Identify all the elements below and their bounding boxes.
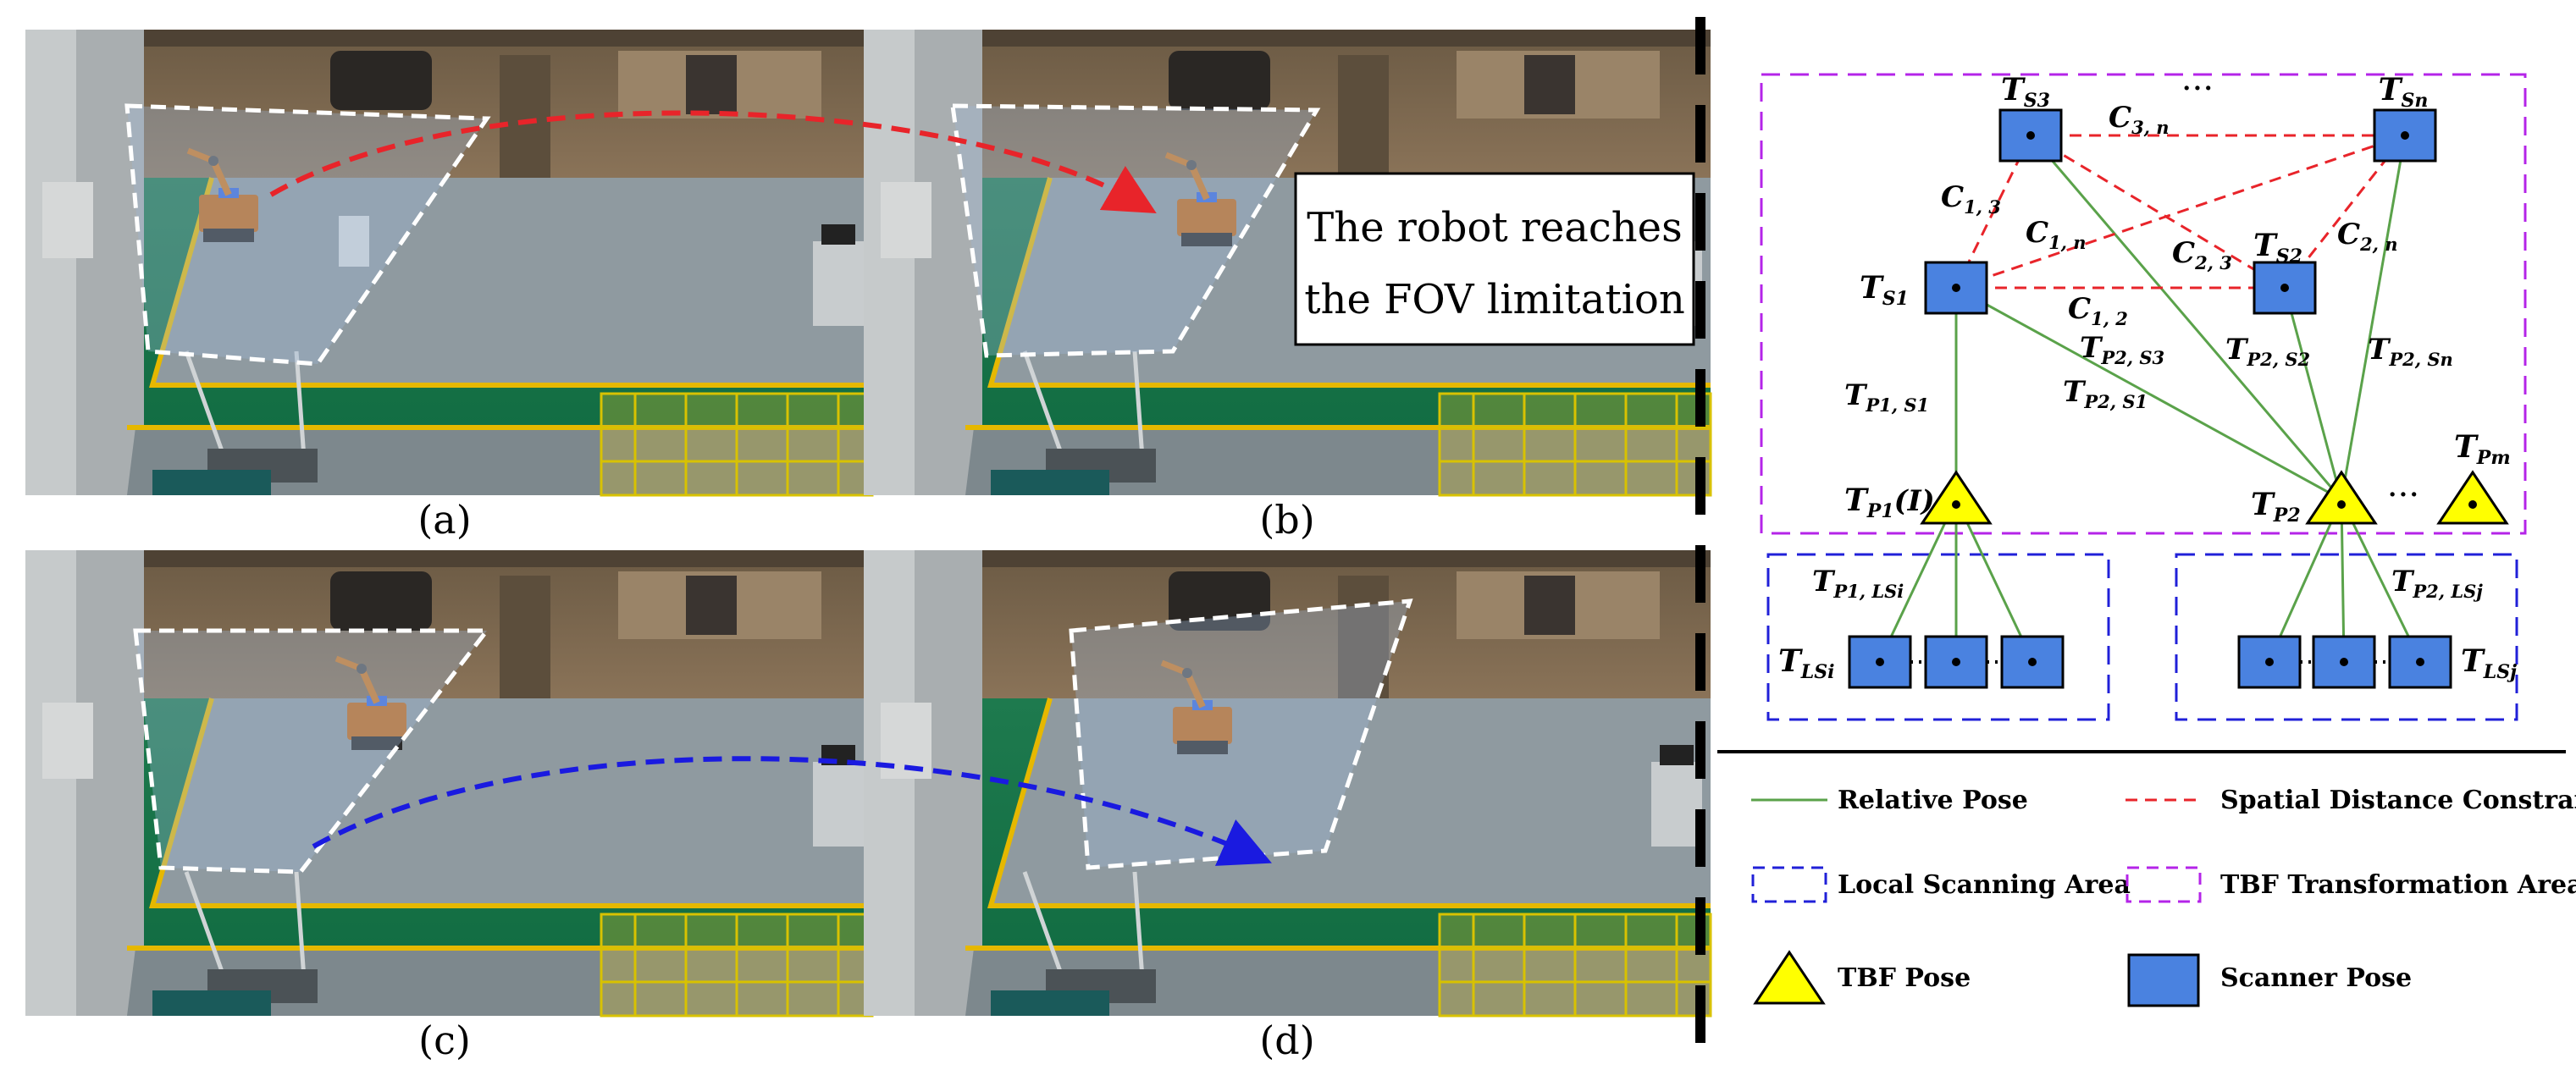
- fov-region-d: [1069, 598, 1413, 870]
- label-c-23: C2, 3: [2172, 236, 2232, 273]
- local-scanning-area-j: [2175, 553, 2518, 721]
- edge-p2-s2: [2283, 287, 2343, 500]
- fov-region-a: [124, 103, 491, 367]
- edge-p1-ls1: [1878, 499, 1958, 661]
- photo-panel-d: [864, 550, 1711, 1016]
- label-t-s3: TS3: [2001, 72, 2050, 112]
- edge-p2-ls1: [2268, 499, 2343, 661]
- edge-p2-ls2: [2340, 499, 2346, 661]
- edge-p2-ls3: [2340, 499, 2422, 661]
- tbf-pose-pm: [2436, 470, 2509, 525]
- tbf-transformation-area: [1760, 73, 2527, 535]
- relative-pose-edges: [1878, 135, 2422, 661]
- label-c-13: C1, 3: [1941, 180, 2001, 218]
- edge-p2-s1: [1955, 286, 2342, 501]
- local-scanner-pose-i2: [1924, 635, 1988, 689]
- label-c-1n: C1, n: [2026, 216, 2087, 253]
- photo-panel-a: [25, 30, 872, 495]
- label-t-pm: TPm: [2454, 429, 2511, 469]
- legend-relative-pose-label: Relative Pose: [1838, 786, 2028, 815]
- label-t-p1s1: TP1, S1: [1844, 378, 1929, 416]
- caption-c: (c): [418, 1018, 471, 1063]
- tbf-pose-p1: [1920, 470, 1993, 525]
- label-t-p2: TP2: [2251, 487, 2301, 527]
- label-t-p2s2: TP2, S2: [2225, 333, 2310, 370]
- pose-graph: ··· ··· TS3 TSn TS1 TS2 TP1(I) TP2 TPm T…: [1760, 69, 2527, 721]
- legend-tbf-area-label: TBF Transformation Area: [2220, 870, 2576, 900]
- tbf-pose-p2: [2305, 470, 2378, 525]
- ellipsis-tbf: ···: [2387, 476, 2419, 515]
- constraint-1-n: [1955, 134, 2406, 290]
- edge-p2-sn: [2340, 135, 2407, 500]
- legend-tbf-pose-label: TBF Pose: [1838, 963, 1971, 993]
- legend-tbf-area-swatch: [2125, 866, 2202, 903]
- robot-motion-arrow-red: [269, 110, 1157, 213]
- local-scanning-area-i: [1766, 553, 2110, 721]
- legend-scanner-pose-swatch: [2127, 953, 2200, 1007]
- photo-panel-b: The robot reaches the FOV limitation: [864, 30, 1711, 495]
- legend-spatial-constraint-label: Spatial Distance Constraint: [2220, 786, 2576, 815]
- label-t-s1: TS1: [1860, 270, 1909, 310]
- label-c-3n: C3, n: [2109, 101, 2170, 138]
- label-t-lsj: TLSj: [2461, 643, 2517, 683]
- caption-d: (d): [1259, 1018, 1314, 1063]
- label-t-p1lsi: TP1, LSi: [1812, 565, 1904, 602]
- label-t-p2lsj: TP2, LSj: [2391, 565, 2483, 602]
- edge-p1-ls3: [1954, 499, 2034, 661]
- label-t-p2s3: TP2, S3: [2080, 331, 2164, 368]
- legend-local-scanning-swatch: [1751, 866, 1827, 903]
- label-c-12: C1, 2: [2068, 292, 2128, 329]
- scanner-motion-arrow-blue: [312, 756, 1272, 866]
- label-t-p1: TP1(I): [1844, 483, 1935, 522]
- ellipsis-scanners: ···: [2181, 69, 2214, 108]
- label-t-p2s1: TP2, S1: [2063, 375, 2148, 412]
- label-t-sn: TSn: [2379, 72, 2429, 112]
- label-t-s2: TS2: [2253, 228, 2302, 267]
- fov-annotation-line1: The robot reaches: [1307, 204, 1682, 251]
- legend: Relative Pose Spatial Distance Constrain…: [1751, 786, 2576, 1007]
- label-t-lsi: TLSi: [1778, 643, 1835, 683]
- constraint-2-3: [2030, 134, 2286, 290]
- label-t-p2sn: TP2, Sn: [2368, 333, 2453, 370]
- caption-a: (a): [417, 497, 471, 543]
- label-c-2n: C2, n: [2337, 218, 2398, 255]
- photo-panel-c: [25, 550, 872, 1016]
- fov-annotation-line2: the FOV limitation: [1304, 276, 1685, 323]
- legend-tbf-pose-swatch: [1753, 950, 1826, 1005]
- fov-region-c: [133, 628, 492, 874]
- fov-annotation-box: [1294, 172, 1695, 346]
- edge-p2-s3: [2029, 135, 2343, 500]
- legend-local-scanning-label: Local Scanning Area: [1838, 870, 2131, 900]
- legend-scanner-pose-label: Scanner Pose: [2220, 963, 2412, 993]
- fov-region-b: [950, 103, 1321, 358]
- caption-b: (b): [1259, 497, 1314, 543]
